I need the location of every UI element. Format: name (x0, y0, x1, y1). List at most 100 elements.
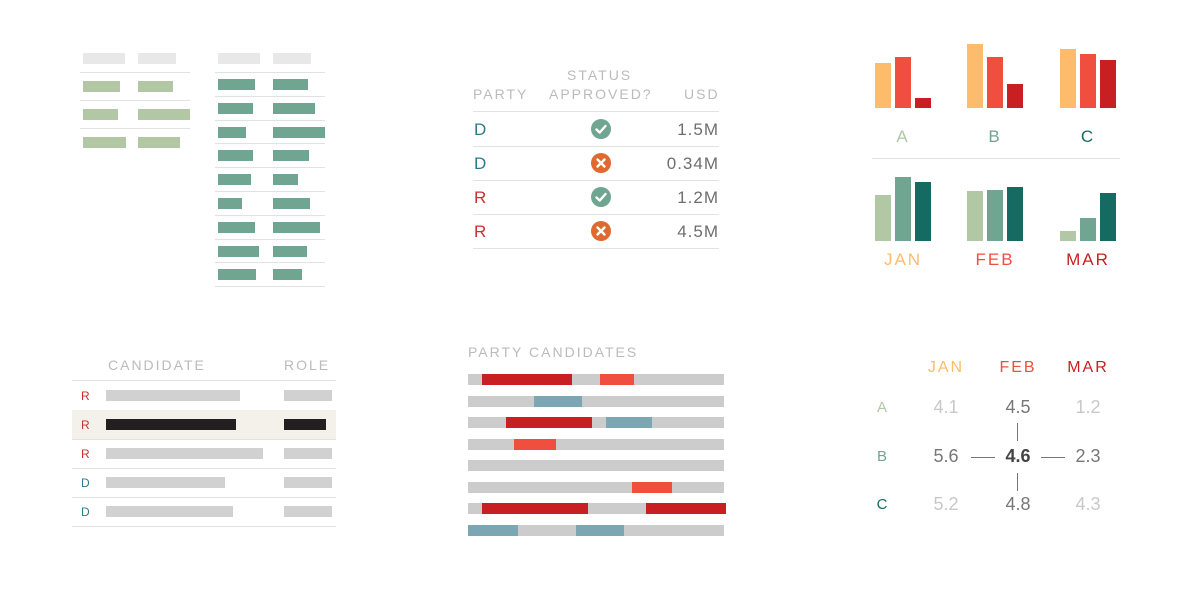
value-cell: 4.8 (1005, 494, 1031, 514)
usd-value: 1.5M (677, 120, 719, 139)
party-code: D (474, 120, 488, 139)
placeholder-rule (215, 262, 325, 264)
party-column-header: PARTY (473, 86, 529, 102)
group-label: B (988, 127, 1002, 146)
row-label: B (876, 448, 887, 465)
placeholder-rule (215, 214, 325, 216)
candidate-name-placeholder (106, 448, 263, 459)
bar (1060, 49, 1076, 108)
bar (1080, 54, 1096, 108)
placeholder-cell (218, 174, 251, 186)
strip-segment (482, 503, 588, 514)
placeholder-cell (218, 150, 253, 162)
bar (1100, 60, 1116, 108)
strip-segment (468, 524, 518, 536)
connector-line (1017, 423, 1018, 441)
row-label: A (876, 399, 887, 416)
placeholder-cell (218, 221, 255, 233)
bar (915, 98, 931, 108)
group-label: JAN (883, 250, 923, 269)
party-candidates-panel: PARTY CANDIDATES (466, 340, 728, 540)
group-label: FEB (975, 250, 1015, 269)
candidate-row: R (72, 410, 336, 439)
party-code: D (474, 154, 488, 173)
placeholder-header (218, 53, 260, 64)
placeholder-rule (215, 286, 325, 288)
strip (468, 503, 724, 514)
candidate-column-header: CANDIDATE (108, 357, 206, 373)
placeholder-rule (215, 167, 325, 169)
bar (967, 191, 983, 241)
bar (967, 44, 983, 108)
party-code: R (81, 447, 90, 461)
placeholder-cell (273, 198, 310, 209)
candidate-row: D (72, 497, 336, 526)
row-rule (72, 526, 336, 527)
bar (1060, 231, 1076, 241)
bar (875, 63, 891, 108)
x-circle-icon (591, 153, 611, 173)
status-column-header-line1: STATUS (567, 67, 633, 83)
placeholder-cell (83, 81, 120, 92)
candidate-table-panel: CANDIDATE ROLE R R R D D (72, 350, 338, 527)
role-placeholder (284, 419, 326, 430)
connector-line (971, 457, 995, 458)
small-multiples-panel: A B C JAN FEB MAR (870, 40, 1122, 280)
column-label: MAR (1067, 359, 1109, 376)
placeholder-cell (218, 245, 259, 257)
placeholder-cell (273, 174, 298, 186)
placeholder-cell (273, 245, 307, 257)
value-cell: 2.3 (1075, 446, 1101, 466)
bar (987, 57, 1003, 108)
role-placeholder (284, 448, 332, 459)
placeholder-rule (215, 72, 325, 73)
column-label: FEB (999, 359, 1037, 376)
party-candidates-title: PARTY CANDIDATES (468, 344, 639, 360)
value-cell: 1.2 (1075, 397, 1101, 417)
strip (468, 417, 724, 428)
heatmap-panel: JAN FEB MAR A 4.1 4.5 1.2 B 5.6 4.6 2.3 C 5.2 4.8 4.3 (870, 355, 1120, 530)
placeholder-cell (218, 198, 242, 209)
strip (468, 374, 724, 385)
candidate-row: R (72, 381, 336, 410)
placeholder-cell (273, 79, 308, 90)
placeholder-cell (83, 109, 118, 120)
placeholder-rule (215, 143, 325, 145)
value-cell: 4.1 (933, 397, 959, 417)
party-code: D (81, 505, 90, 519)
usd-value: 0.34M (666, 154, 719, 173)
bar (915, 182, 931, 241)
connector-line (1041, 457, 1065, 458)
candidate-name-placeholder (106, 477, 225, 488)
placeholder-rule (215, 119, 325, 121)
party-code: D (81, 476, 90, 490)
strip-segment (600, 374, 634, 385)
group-label: MAR (1066, 250, 1110, 269)
placeholder-cell (138, 109, 190, 120)
placeholder-rule (215, 238, 325, 240)
placeholder-cell (218, 79, 255, 90)
strip (468, 438, 724, 450)
party-code: R (474, 188, 488, 207)
value-cell: 4.3 (1075, 494, 1101, 514)
candidate-name-placeholder (106, 390, 240, 401)
bar (895, 57, 911, 108)
x-circle-icon (591, 221, 611, 241)
bar (1100, 193, 1116, 241)
placeholder-cell (273, 126, 325, 138)
candidate-row: D (72, 468, 336, 497)
role-column-header: ROLE (284, 357, 331, 373)
strip-segment (514, 438, 556, 450)
row-rule (72, 497, 336, 498)
strip-segment (506, 417, 592, 428)
candidate-row: R (72, 439, 336, 468)
placeholder-cell (138, 81, 173, 92)
party-table-panel: PARTY STATUS APPROVED? USD D 1.5M D 0.34… (470, 62, 722, 252)
placeholder-cell (273, 102, 315, 114)
party-code: R (474, 222, 488, 241)
group-label: C (1080, 127, 1096, 146)
role-placeholder (284, 390, 332, 401)
candidate-name-placeholder (106, 506, 233, 517)
placeholder-header (273, 53, 311, 64)
placeholder-header (83, 53, 125, 64)
